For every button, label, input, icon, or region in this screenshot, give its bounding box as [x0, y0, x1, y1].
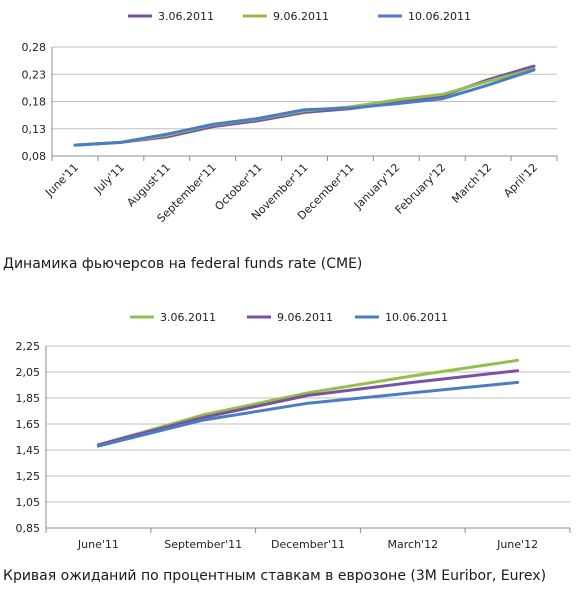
y-tick-label: 1,65 [16, 418, 41, 431]
x-tick-label: August'11 [124, 161, 172, 209]
y-tick-label: 2,05 [16, 366, 41, 379]
series-line-3.06.2011 [96, 358, 520, 447]
legend-label: 3.06.2011 [158, 10, 214, 23]
y-tick-label: 1,45 [16, 444, 41, 457]
y-tick-label: 0,13 [22, 123, 47, 136]
series-line-3.06.2011 [73, 64, 536, 147]
y-tick-label: 1,25 [16, 470, 41, 483]
x-tick-label: June'11 [77, 538, 119, 551]
y-tick-label: 1,85 [16, 392, 41, 405]
x-tick-label: July'11 [91, 161, 127, 197]
y-tick-label: 0,85 [16, 522, 41, 535]
legend-label: 10.06.2011 [385, 311, 448, 324]
series-line-10.06.2011 [96, 380, 520, 448]
fed-funds-futures-chart: 0,08 0,13 0,18 0,23 0,28 June'11 July'11 August… [0, 0, 582, 250]
chart2-caption: Кривая ожиданий по процентным ставкам в … [3, 568, 547, 584]
x-tick-label: September'11 [164, 538, 242, 551]
x-tick-label: March'12 [388, 538, 439, 551]
chart1-caption: Динамика фьючерсов на federal funds rate… [3, 256, 363, 272]
legend-label: 3.06.2011 [160, 311, 216, 324]
series-line-10.06.2011 [73, 68, 536, 147]
x-tick-label: June'12 [496, 538, 538, 551]
y-tick-label: 0,08 [22, 150, 47, 163]
y-tick-label: 1,05 [16, 496, 41, 509]
y-tick-label: 0,23 [22, 68, 47, 81]
euribor-expectations-chart: 0,85 1,05 1,25 1,45 1,65 1,85 2,05 2,25 June'11 S… [0, 300, 582, 592]
series-line-9.06.2011 [73, 67, 536, 147]
legend-label: 10.06.2011 [408, 10, 471, 23]
y-tick-label: 0,28 [22, 41, 47, 54]
legend-label: 9.06.2011 [277, 311, 333, 324]
x-tick-label: April'12 [501, 161, 540, 200]
series-line-9.06.2011 [96, 369, 520, 447]
y-tick-label: 2,25 [16, 340, 41, 353]
x-tick-label: March'12 [449, 161, 494, 206]
x-tick-label: June'11 [42, 161, 81, 200]
x-tick-label: December'11 [271, 538, 345, 551]
euribor-chart-svg: 0,85 1,05 1,25 1,45 1,65 1,85 2,05 2,25 June'11 S… [16, 311, 571, 551]
y-tick-label: 0,18 [22, 96, 47, 109]
legend-label: 9.06.2011 [273, 10, 329, 23]
fed-funds-chart-svg: 0,08 0,13 0,18 0,23 0,28 June'11 July'11August… [22, 10, 558, 225]
